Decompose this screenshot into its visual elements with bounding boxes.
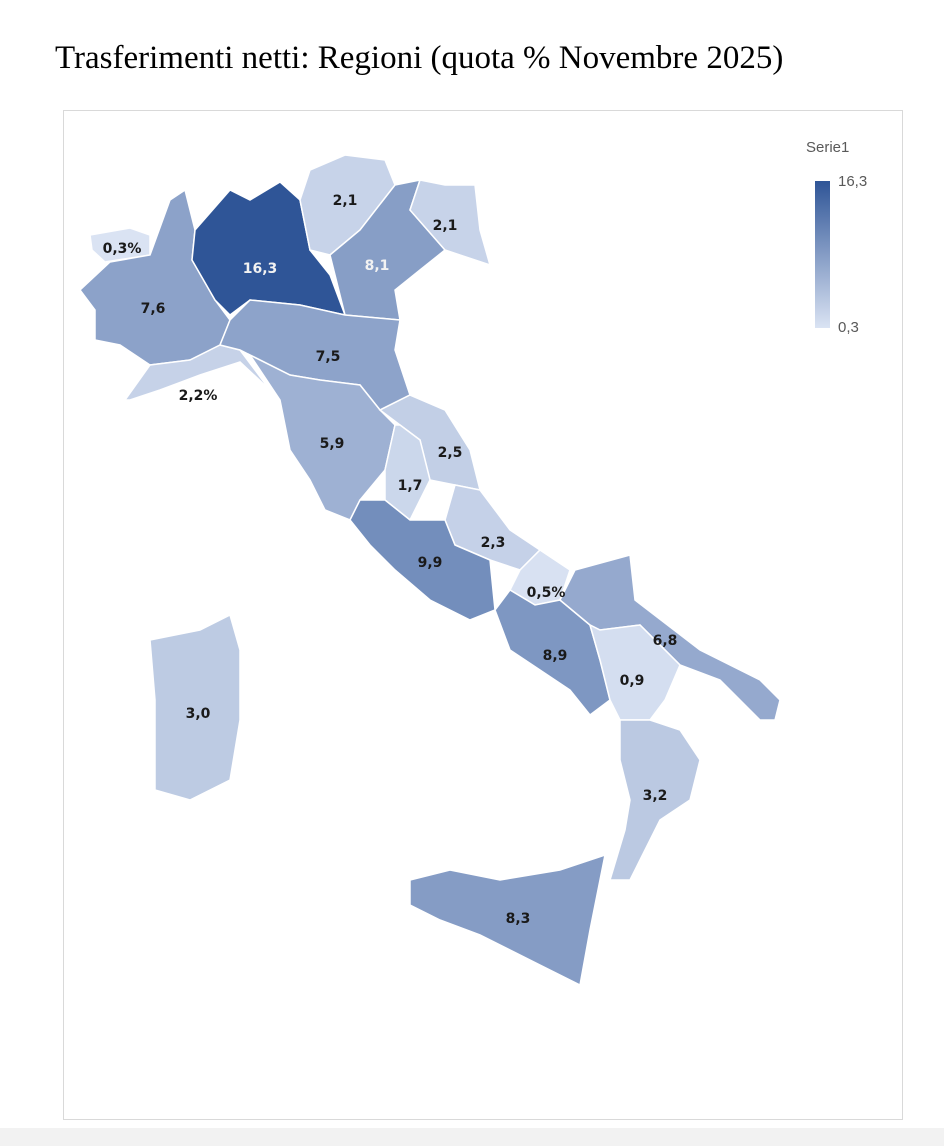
- region-friuli-venezia-giulia: [409, 179, 492, 267]
- region-label-campania: 8,9: [543, 648, 568, 664]
- region-label-trentino-alto-adige: 2,1: [333, 193, 358, 209]
- region-label-emilia-romagna: 7,5: [316, 349, 341, 365]
- bottom-bar: [0, 1128, 944, 1146]
- region-label-sardegna: 3,0: [186, 706, 211, 722]
- region-label-lazio: 9,9: [418, 555, 443, 571]
- region-label-umbria: 1,7: [398, 478, 423, 494]
- legend-color-scale: [815, 181, 830, 328]
- region-label-toscana: 5,9: [320, 436, 345, 452]
- region-toscana: [247, 353, 396, 521]
- region-label-puglia: 6,8: [653, 633, 678, 649]
- region-umbria: [384, 424, 431, 522]
- region-label-molise: 0,5%: [527, 585, 566, 601]
- region-label-sicilia: 8,3: [506, 911, 531, 927]
- region-calabria: [608, 719, 701, 881]
- region-label-friuli-venezia-giulia: 2,1: [433, 218, 458, 234]
- region-label-valle-d-aosta: 0,3%: [103, 241, 142, 257]
- region-piemonte: [78, 188, 231, 366]
- region-sicilia: [409, 853, 606, 987]
- region-label-lombardia: 16,3: [243, 261, 278, 277]
- page-title: Trasferimenti netti: Regioni (quota % No…: [55, 40, 784, 76]
- legend-min-label: 0,3: [838, 319, 859, 336]
- region-lazio: [349, 499, 496, 621]
- region-label-marche: 2,5: [438, 445, 463, 461]
- legend-title: Serie1: [806, 139, 850, 156]
- region-basilicata: [588, 623, 681, 721]
- region-label-veneto: 8,1: [365, 258, 390, 274]
- region-label-calabria: 3,2: [643, 788, 668, 804]
- region-label-piemonte: 7,6: [141, 301, 166, 317]
- region-lombardia: [191, 181, 347, 317]
- region-label-basilicata: 0,9: [620, 673, 645, 689]
- region-label-abruzzo: 2,3: [481, 535, 506, 551]
- legend-max-label: 16,3: [838, 173, 868, 190]
- region-sardegna: [149, 613, 241, 801]
- region-liguria: [123, 344, 271, 401]
- region-label-liguria: 2,2%: [179, 388, 218, 404]
